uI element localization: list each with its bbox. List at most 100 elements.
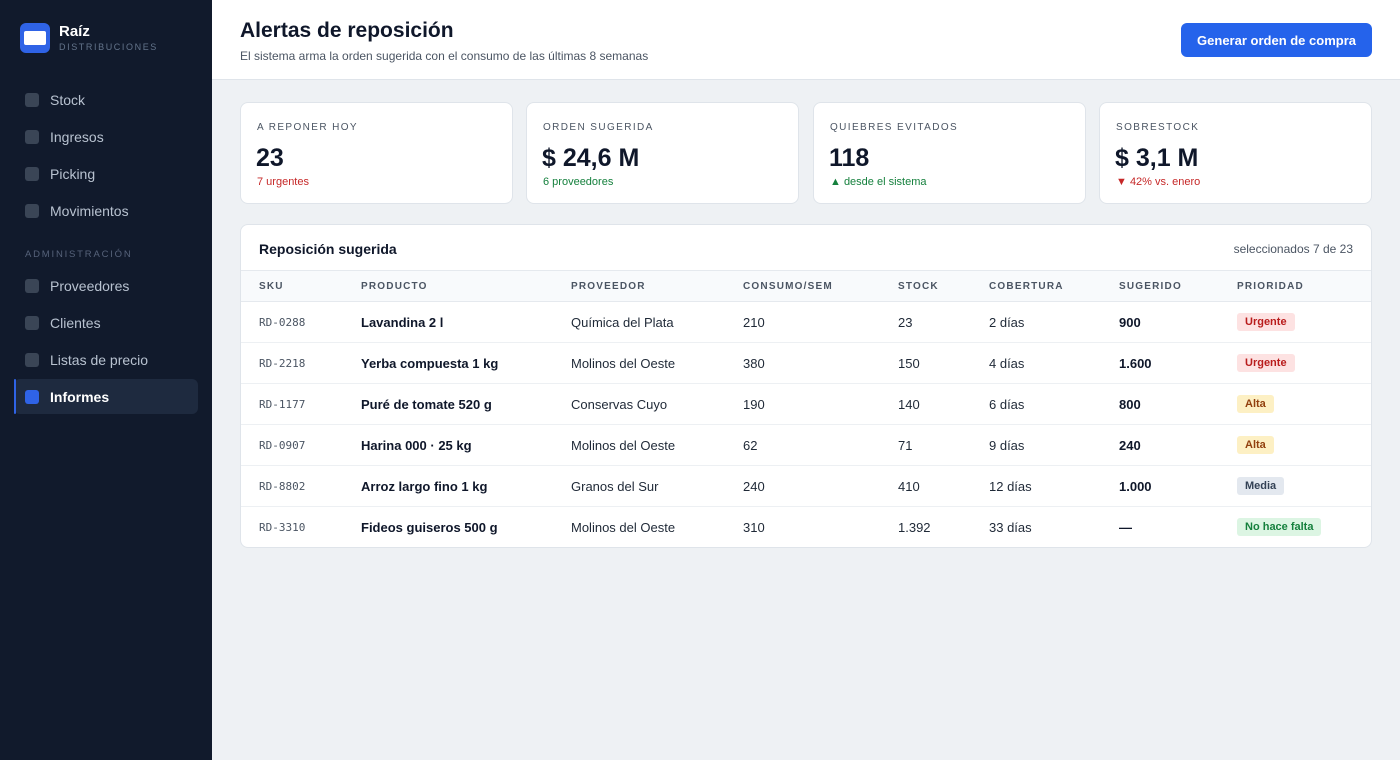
- sku-cell: RD-1177: [241, 383, 361, 425]
- priority-cell: No hace falta: [1237, 507, 1371, 548]
- table-row[interactable]: RD-3310 Fideos guiseros 500 g Molinos de…: [241, 507, 1371, 548]
- column-header-cobertura[interactable]: COBERTURA: [989, 270, 1119, 302]
- priority-badge: Alta: [1237, 395, 1274, 413]
- priority-cell: Urgente: [1237, 301, 1371, 343]
- sidebar-section-label: ADMINISTRACIÓN: [25, 249, 133, 260]
- kpi-value: 23: [256, 144, 284, 172]
- table-header-row: SKU PRODUCTO PROVEEDOR CONSUMO/SEM STOCK…: [241, 270, 1371, 302]
- table-row[interactable]: RD-0288 Lavandina 2 l Química del Plata …: [241, 301, 1371, 343]
- priority-badge: Urgente: [1237, 354, 1295, 372]
- suggested-cell: 800: [1119, 383, 1237, 425]
- consumption-cell: 190: [743, 383, 898, 425]
- consumption-cell: 240: [743, 465, 898, 507]
- supplier-cell: Química del Plata: [571, 301, 743, 343]
- priority-badge: Urgente: [1237, 313, 1295, 331]
- kpi-label: SOBRESTOCK: [1116, 122, 1200, 133]
- sidebar-item-label: Movimientos: [50, 202, 129, 219]
- kpi-note: 6 proveedores: [543, 176, 614, 188]
- stock-cell: 140: [898, 383, 989, 425]
- supplier-cell: Molinos del Oeste: [571, 519, 676, 535]
- square-icon: [25, 129, 39, 144]
- coverage-cell: 4 días: [989, 342, 1119, 384]
- square-icon: [25, 166, 39, 181]
- stock-cell: 410: [898, 465, 989, 507]
- sku-cell: RD-0288: [241, 301, 361, 343]
- suggested-cell: 1.000: [1119, 465, 1237, 507]
- product-cell: Harina 000 · 25 kg: [361, 424, 571, 466]
- supplier-cell: Molinos del Oeste: [571, 342, 743, 384]
- sidebar-item-label: Ingresos: [50, 128, 104, 145]
- priority-cell: Urgente: [1237, 342, 1371, 384]
- square-icon: [25, 315, 39, 330]
- table-row[interactable]: RD-8802 Arroz largo fino 1 kg Granos del…: [241, 465, 1371, 507]
- kpi-note: 7 urgentes: [257, 176, 309, 188]
- page-header: Alertas de reposición El sistema arma la…: [212, 0, 1400, 80]
- product-cell: Lavandina 2 l: [361, 301, 571, 343]
- coverage-cell: 9 días: [989, 424, 1119, 466]
- card-logo-icon: [20, 23, 50, 53]
- kpi-card-sobrestock: SOBRESTOCK $ 3,1 M ▼ 42% vs. enero: [1099, 102, 1372, 204]
- column-header-prioridad[interactable]: PRIORIDAD: [1237, 270, 1371, 302]
- column-header-proveedor[interactable]: PROVEEDOR: [571, 270, 743, 302]
- brand-subtitle: DISTRIBUCIONES: [59, 42, 158, 52]
- product-cell: Fideos guiseros 500 g: [361, 519, 498, 535]
- kpi-note: ▼ 42% vs. enero: [1116, 176, 1201, 188]
- square-icon: [25, 389, 39, 404]
- priority-badge: No hace falta: [1237, 518, 1322, 537]
- priority-badge: Alta: [1237, 436, 1274, 454]
- supplier-cell: Conservas Cuyo: [571, 383, 743, 425]
- product-cell: Puré de tomate 520 g: [361, 383, 571, 425]
- selection-count: seleccionados 7 de 23: [1233, 242, 1353, 256]
- table-row[interactable]: RD-0907 Harina 000 · 25 kg Molinos del O…: [241, 424, 1371, 466]
- suggested-cell: 240: [1119, 424, 1237, 466]
- column-header-consumo[interactable]: CONSUMO/SEM: [743, 270, 898, 302]
- sidebar-item-listas-de-precio[interactable]: Listas de precio: [14, 342, 198, 377]
- square-icon: [25, 352, 39, 367]
- sidebar-item-picking[interactable]: Picking: [14, 156, 198, 191]
- sidebar-item-label: Informes: [50, 388, 110, 405]
- kpi-value: $ 3,1 M: [1115, 144, 1199, 172]
- coverage-cell: 6 días: [989, 383, 1119, 425]
- sku-cell: RD-2218: [241, 342, 361, 384]
- sidebar-item-label: Proveedores: [50, 277, 130, 294]
- stock-cell: 71: [898, 424, 989, 466]
- kpi-card-a-reponer: A REPONER HOY 23 7 urgentes: [240, 102, 513, 204]
- kpi-value: 118: [829, 144, 870, 172]
- product-cell: Arroz largo fino 1 kg: [361, 465, 571, 507]
- suggested-cell: —: [1119, 519, 1132, 535]
- stock-cell: 150: [898, 342, 989, 384]
- brand-name: Raíz: [59, 23, 90, 40]
- supplier-cell: Granos del Sur: [571, 465, 743, 507]
- restock-table: SKU PRODUCTO PROVEEDOR CONSUMO/SEM STOCK…: [241, 270, 1371, 548]
- sku-cell: RD-3310: [259, 520, 306, 534]
- page-title: Alertas de reposición: [240, 19, 454, 42]
- sidebar-item-label: Clientes: [50, 314, 101, 331]
- table-row[interactable]: RD-1177 Puré de tomate 520 g Conservas C…: [241, 383, 1371, 425]
- coverage-cell: 12 días: [989, 465, 1119, 507]
- sidebar-item-clientes[interactable]: Clientes: [14, 305, 198, 340]
- square-icon: [25, 203, 39, 218]
- column-header-sugerido[interactable]: SUGERIDO: [1119, 270, 1237, 302]
- consumption-cell: 380: [743, 342, 898, 384]
- consumption-cell: 62: [743, 424, 898, 466]
- sku-cell: RD-0907: [241, 424, 361, 466]
- sidebar-item-movimientos[interactable]: Movimientos: [14, 193, 198, 228]
- brand[interactable]: Raíz DISTRIBUCIONES: [20, 23, 158, 54]
- page-subtitle: El sistema arma la orden sugerida con el…: [240, 49, 649, 63]
- suggested-restock-panel: Reposición sugerida seleccionados 7 de 2…: [240, 224, 1372, 548]
- kpi-card-orden-sugerida: ORDEN SUGERIDA $ 24,6 M 6 proveedores: [526, 102, 799, 204]
- table-row[interactable]: RD-2218 Yerba compuesta 1 kg Molinos del…: [241, 342, 1371, 384]
- kpi-label: QUIEBRES EVITADOS: [830, 122, 959, 133]
- generate-purchase-order-button[interactable]: Generar orden de compra: [1181, 23, 1372, 57]
- sidebar-item-label: Stock: [50, 91, 86, 108]
- sidebar-item-stock[interactable]: Stock: [14, 82, 198, 117]
- column-header-producto[interactable]: PRODUCTO: [361, 270, 571, 302]
- column-header-sku[interactable]: SKU: [241, 270, 361, 302]
- column-header-stock[interactable]: STOCK: [898, 270, 989, 302]
- sku-cell: RD-8802: [241, 465, 361, 507]
- kpi-card-quiebres-evitados: QUIEBRES EVITADOS 118 ▲ desde el sistema: [813, 102, 1086, 204]
- priority-badge: Media: [1237, 477, 1285, 495]
- sidebar-item-ingresos[interactable]: Ingresos: [14, 119, 198, 154]
- sidebar-item-proveedores[interactable]: Proveedores: [14, 268, 198, 303]
- sidebar-item-informes[interactable]: Informes: [14, 379, 198, 414]
